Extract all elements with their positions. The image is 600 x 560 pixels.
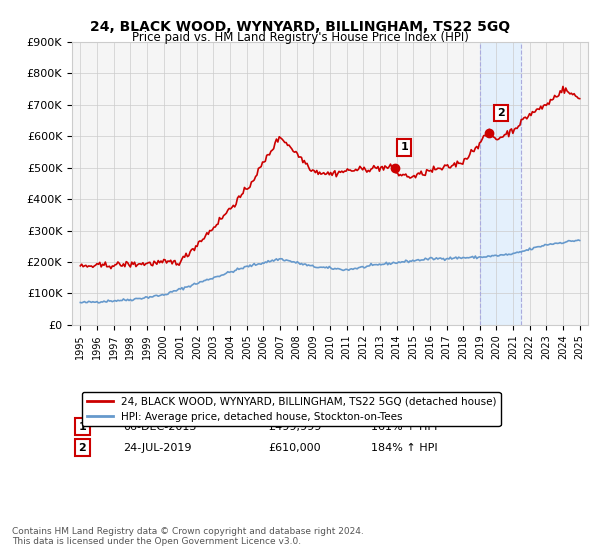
Text: £610,000: £610,000 — [268, 443, 321, 453]
Text: 184% ↑ HPI: 184% ↑ HPI — [371, 443, 438, 453]
Text: £499,999: £499,999 — [268, 422, 322, 432]
Text: 161% ↑ HPI: 161% ↑ HPI — [371, 422, 437, 432]
Text: Price paid vs. HM Land Registry's House Price Index (HPI): Price paid vs. HM Land Registry's House … — [131, 31, 469, 44]
Text: 1: 1 — [400, 142, 408, 152]
Legend: 24, BLACK WOOD, WYNYARD, BILLINGHAM, TS22 5GQ (detached house), HPI: Average pri: 24, BLACK WOOD, WYNYARD, BILLINGHAM, TS2… — [82, 392, 500, 426]
Text: 06-DEC-2013: 06-DEC-2013 — [124, 422, 197, 432]
Text: 24-JUL-2019: 24-JUL-2019 — [124, 443, 192, 453]
Text: 1: 1 — [79, 422, 86, 432]
Text: 2: 2 — [79, 443, 86, 453]
Text: Contains HM Land Registry data © Crown copyright and database right 2024.
This d: Contains HM Land Registry data © Crown c… — [12, 526, 364, 546]
Text: 2: 2 — [497, 108, 505, 118]
Bar — [480, 42, 521, 325]
Text: 24, BLACK WOOD, WYNYARD, BILLINGHAM, TS22 5GQ: 24, BLACK WOOD, WYNYARD, BILLINGHAM, TS2… — [90, 20, 510, 34]
